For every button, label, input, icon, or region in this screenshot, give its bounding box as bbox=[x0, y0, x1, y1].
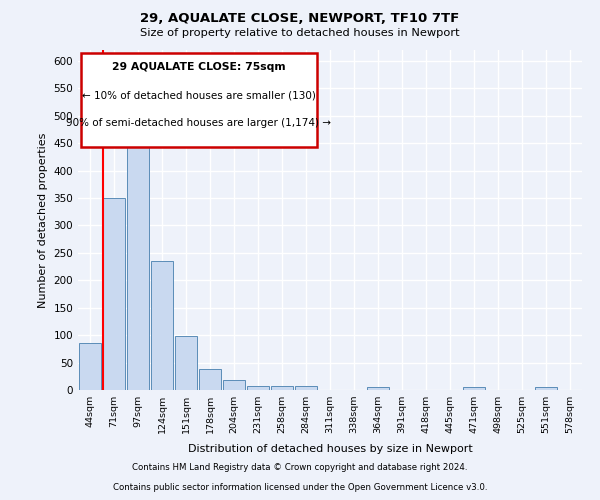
Bar bbox=[271, 386, 293, 390]
Bar bbox=[199, 369, 221, 390]
Text: 29 AQUALATE CLOSE: 75sqm: 29 AQUALATE CLOSE: 75sqm bbox=[112, 62, 286, 72]
X-axis label: Distribution of detached houses by size in Newport: Distribution of detached houses by size … bbox=[188, 444, 472, 454]
Text: ← 10% of detached houses are smaller (130): ← 10% of detached houses are smaller (13… bbox=[82, 91, 316, 101]
Text: Size of property relative to detached houses in Newport: Size of property relative to detached ho… bbox=[140, 28, 460, 38]
Bar bbox=[175, 336, 197, 390]
Text: Contains HM Land Registry data © Crown copyright and database right 2024.: Contains HM Land Registry data © Crown c… bbox=[132, 464, 468, 472]
Text: 29, AQUALATE CLOSE, NEWPORT, TF10 7TF: 29, AQUALATE CLOSE, NEWPORT, TF10 7TF bbox=[140, 12, 460, 26]
Bar bbox=[535, 388, 557, 390]
Bar bbox=[79, 344, 101, 390]
Bar bbox=[247, 386, 269, 390]
Bar bbox=[151, 261, 173, 390]
Y-axis label: Number of detached properties: Number of detached properties bbox=[38, 132, 48, 308]
FancyBboxPatch shape bbox=[80, 54, 317, 147]
Text: 90% of semi-detached houses are larger (1,174) →: 90% of semi-detached houses are larger (… bbox=[67, 118, 331, 128]
Bar bbox=[295, 386, 317, 390]
Bar bbox=[223, 380, 245, 390]
Text: Contains public sector information licensed under the Open Government Licence v3: Contains public sector information licen… bbox=[113, 484, 487, 492]
Bar bbox=[367, 386, 389, 390]
Bar bbox=[127, 130, 149, 390]
Bar bbox=[103, 198, 125, 390]
Bar bbox=[463, 388, 485, 390]
